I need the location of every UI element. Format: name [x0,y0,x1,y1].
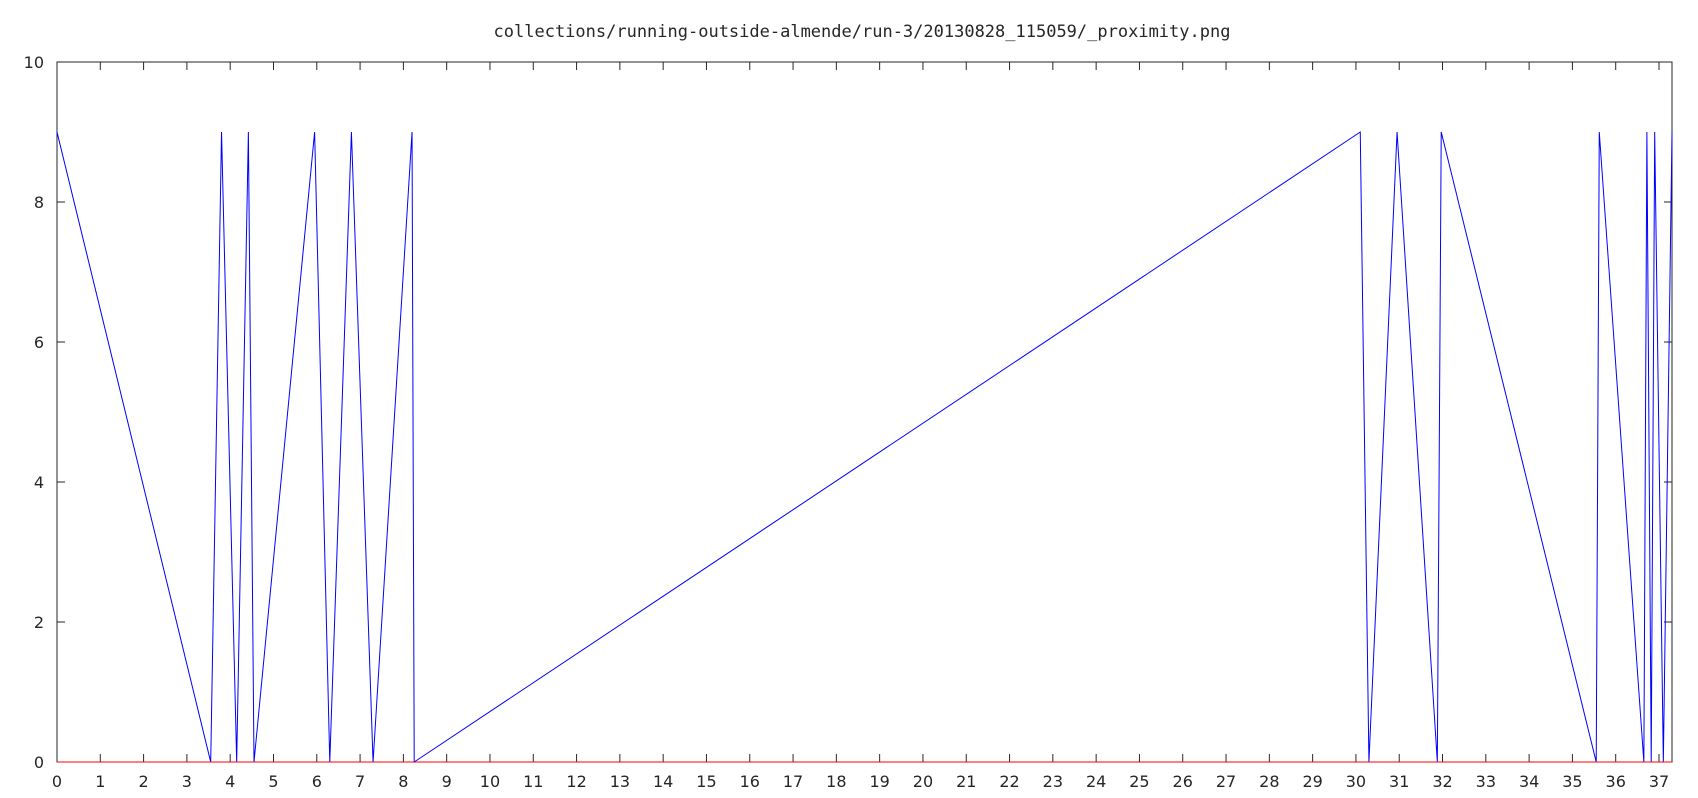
x-tick-label: 5 [268,772,278,791]
x-tick-label: 17 [783,772,803,791]
x-tick-label: 15 [696,772,716,791]
y-tick-label: 0 [34,753,44,772]
x-tick-label: 11 [523,772,543,791]
x-tick-label: 3 [182,772,192,791]
series-line-0 [56,131,1673,763]
x-tick-label: 26 [1173,772,1193,791]
x-tick-label: 29 [1302,772,1322,791]
x-tick-label: 32 [1432,772,1452,791]
axes: 0 1 2 3 4 5 6 7 8 9 10 11 12 13 14 15 16 17 18 19 20 21 22 23 24… [24,53,1673,791]
x-tick-label: 23 [1043,772,1063,791]
chart-title: collections/running-outside-almende/run-… [494,22,1231,42]
x-tick-label: 31 [1389,772,1409,791]
x-tick-label: 21 [956,772,976,791]
x-tick-label: 27 [1216,772,1236,791]
x-tick-label: 35 [1562,772,1582,791]
y-tick-label: 10 [24,53,44,72]
y-tick-label: 4 [34,473,44,492]
y-tick-label: 2 [34,613,44,632]
x-tick-label: 19 [869,772,889,791]
x-tick-label: 28 [1259,772,1279,791]
x-tick-label: 12 [566,772,586,791]
x-tick-label: 24 [1086,772,1106,791]
x-tick-label: 22 [999,772,1019,791]
x-tick-label: 37 [1649,772,1669,791]
y-tick-label: 8 [34,193,44,212]
x-tick-label: 7 [355,772,365,791]
y-tick-label: 6 [34,333,44,352]
plot-lines [56,131,1673,763]
x-tick-label: 13 [610,772,630,791]
x-tick-label: 8 [398,772,408,791]
x-tick-label: 2 [139,772,149,791]
x-tick-label: 9 [442,772,452,791]
x-tick-label: 4 [225,772,235,791]
x-tick-label: 18 [826,772,846,791]
x-tick-label: 0 [52,772,62,791]
x-tick-label: 16 [740,772,760,791]
x-tick-label: 33 [1476,772,1496,791]
x-tick-label: 10 [480,772,500,791]
x-tick-label: 25 [1129,772,1149,791]
x-tick-label: 14 [653,772,673,791]
x-tick-label: 6 [312,772,322,791]
x-tick-label: 20 [913,772,933,791]
x-tick-label: 1 [95,772,105,791]
x-tick-label: 30 [1346,772,1366,791]
x-tick-label: 36 [1606,772,1626,791]
x-tick-label: 34 [1519,772,1539,791]
plot-frame [56,61,1673,763]
